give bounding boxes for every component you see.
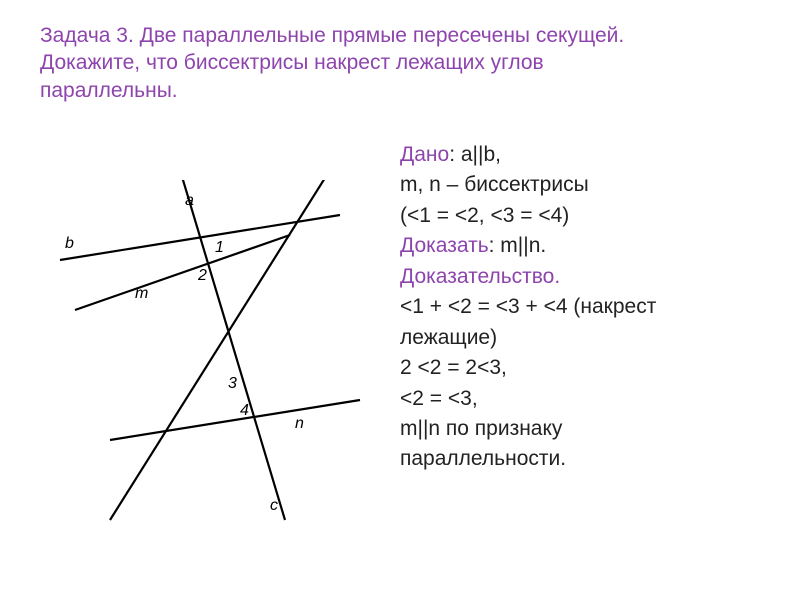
prove-line: Доказать: m||n. xyxy=(400,231,770,261)
diagram-svg: a b m n c 12 34 xyxy=(20,180,380,540)
given-label: Дано xyxy=(400,143,449,166)
proof-step5: параллельности. xyxy=(400,444,770,474)
given-line: Дано: a||b, xyxy=(400,140,770,170)
proof-step4: m||n по признаку xyxy=(400,414,770,444)
line-a xyxy=(110,180,330,520)
proof-step1b: лежащие) xyxy=(400,323,770,353)
geometry-diagram: a b m n c 12 34 xyxy=(20,180,380,540)
prove-label: Доказать xyxy=(400,234,489,257)
label-angle-1: 1 xyxy=(215,239,224,256)
line-m xyxy=(75,235,290,310)
proof-block: Дано: a||b, m, n – биссектрисы (<1 = <2,… xyxy=(400,140,770,475)
label-m: m xyxy=(135,285,148,302)
title-line-2: Докажите, что биссектрисы накрест лежащи… xyxy=(40,49,760,76)
label-angle-4: 4 xyxy=(240,402,249,419)
line-c xyxy=(180,180,285,520)
title-line-3: параллельны. xyxy=(40,77,760,104)
proof-step3: <2 = <3, xyxy=(400,384,770,414)
problem-title: Задача 3. Две параллельные прямые пересе… xyxy=(40,22,760,104)
given-text: : a||b, xyxy=(449,143,501,166)
prove-text: : m||n. xyxy=(489,234,547,257)
label-a: a xyxy=(185,192,194,209)
label-c: c xyxy=(270,497,278,514)
proof-step1: <1 + <2 = <3 + <4 (накрест xyxy=(400,292,770,322)
label-angle-3: 3 xyxy=(228,375,237,392)
title-line-1: Задача 3. Две параллельные прямые пересе… xyxy=(40,22,760,49)
line-b xyxy=(60,215,340,260)
label-b: b xyxy=(65,235,74,252)
proof-step2: 2 <2 = 2<3, xyxy=(400,353,770,383)
bisector-eq: (<1 = <2, <3 = <4) xyxy=(400,201,770,231)
bisectors-line: m, n – биссектрисы xyxy=(400,170,770,200)
line-n xyxy=(110,400,360,440)
label-n: n xyxy=(295,415,304,432)
label-angle-2: 2 xyxy=(197,267,207,284)
proof-label: Доказательство. xyxy=(400,262,770,292)
